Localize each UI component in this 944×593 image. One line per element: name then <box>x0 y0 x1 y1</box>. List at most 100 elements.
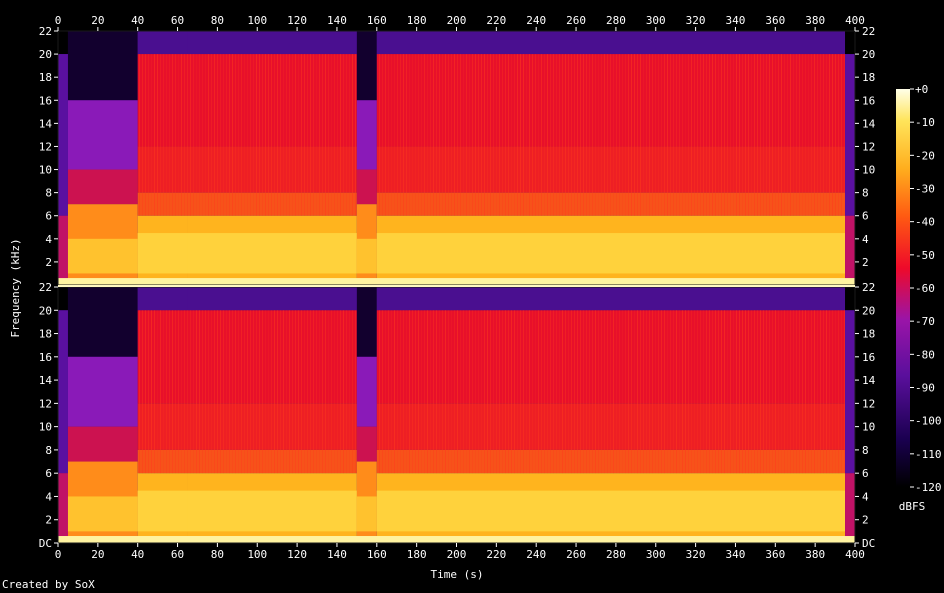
dc-band <box>58 536 855 543</box>
y-tick-label-right: 18 <box>862 71 875 84</box>
streak <box>160 310 161 474</box>
streak <box>799 310 800 474</box>
x-tick-label-top: 340 <box>726 14 746 27</box>
streak <box>346 310 347 474</box>
streak <box>685 54 686 216</box>
streak <box>412 54 413 216</box>
x-tick-label-top: 380 <box>805 14 825 27</box>
band-mid <box>137 449 188 474</box>
streak <box>793 54 794 216</box>
streak <box>829 310 830 474</box>
segment <box>845 287 855 543</box>
streak <box>826 310 827 474</box>
streak <box>655 310 656 474</box>
streak <box>697 310 698 474</box>
streak <box>478 310 479 474</box>
streak <box>349 54 350 216</box>
streak <box>652 54 653 216</box>
segment <box>356 287 377 543</box>
streak <box>226 54 227 216</box>
y-tick-label-right: 4 <box>862 233 869 246</box>
band-mid <box>376 449 846 474</box>
streak <box>706 54 707 216</box>
streak <box>544 310 545 474</box>
streak <box>745 54 746 216</box>
streak <box>517 310 518 474</box>
streak <box>487 54 488 216</box>
streak <box>655 54 656 216</box>
streak <box>832 54 833 216</box>
band-above-cutoff <box>67 287 138 357</box>
streak <box>574 310 575 474</box>
x-tick-label-bottom: 0 <box>55 548 62 561</box>
streak <box>391 310 392 474</box>
streak <box>835 310 836 474</box>
streak <box>283 310 284 474</box>
streak <box>610 54 611 216</box>
band-bass <box>67 238 138 274</box>
streak <box>547 54 548 216</box>
x-tick-label-bottom: 260 <box>566 548 586 561</box>
x-tick-label-top: 100 <box>247 14 267 27</box>
streak <box>415 310 416 474</box>
segment <box>58 31 68 285</box>
y-tick-label-left: 22 <box>39 281 52 294</box>
streak <box>340 54 341 216</box>
streak <box>238 310 239 474</box>
streak <box>601 310 602 474</box>
streak <box>640 310 641 474</box>
streak <box>412 310 413 474</box>
streak <box>499 54 500 216</box>
band-mid <box>137 192 188 216</box>
x-tick-label-top: 300 <box>646 14 666 27</box>
y-tick-label-left: 6 <box>45 210 52 223</box>
streak <box>178 54 179 216</box>
streak <box>556 54 557 216</box>
band-above-cutoff <box>187 31 357 55</box>
streak <box>472 310 473 474</box>
streak <box>181 310 182 474</box>
streak <box>592 310 593 474</box>
streak <box>295 54 296 216</box>
colorbar-tick-label: -50 <box>915 249 935 262</box>
segment <box>376 287 846 543</box>
streak <box>742 54 743 216</box>
streak <box>343 310 344 474</box>
y-axis-label: Frequency (kHz) <box>9 238 22 337</box>
band-above-cutoff <box>845 287 855 311</box>
streak <box>160 54 161 216</box>
streak <box>289 310 290 474</box>
streak <box>478 54 479 216</box>
streak <box>775 54 776 216</box>
streak <box>727 54 728 216</box>
colorbar-tick-label: -110 <box>915 448 942 461</box>
streak <box>142 310 143 474</box>
colorbar-tick-label: -80 <box>915 348 935 361</box>
streak <box>148 310 149 474</box>
streak <box>334 310 335 474</box>
streak <box>286 54 287 216</box>
band-bass <box>356 238 377 274</box>
streak <box>757 310 758 474</box>
y-tick-label-right: 10 <box>862 421 875 434</box>
streak <box>262 54 263 216</box>
x-tick-label-top: 320 <box>686 14 706 27</box>
streak <box>244 54 245 216</box>
streak <box>241 310 242 474</box>
band-upper-mid <box>137 403 188 450</box>
y-tick-label-right: 2 <box>862 514 869 527</box>
streak <box>217 54 218 216</box>
streak <box>604 310 605 474</box>
streak <box>322 310 323 474</box>
streak <box>340 310 341 474</box>
x-axis-label: Time (s) <box>431 568 484 581</box>
streak <box>355 54 356 216</box>
streak <box>715 310 716 474</box>
streak <box>790 310 791 474</box>
band-upper-mid <box>137 146 188 193</box>
streak <box>265 54 266 216</box>
streak <box>205 54 206 216</box>
band-above-cutoff <box>845 31 855 55</box>
x-tick-label-bottom: 200 <box>447 548 467 561</box>
streak <box>418 54 419 216</box>
